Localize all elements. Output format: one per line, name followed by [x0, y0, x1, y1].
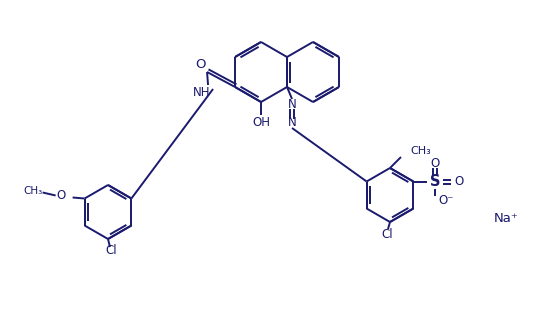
Text: CH₃: CH₃: [410, 146, 431, 156]
Text: O: O: [56, 189, 65, 202]
Text: O: O: [431, 157, 440, 170]
Text: O: O: [454, 175, 464, 188]
Text: Na⁺: Na⁺: [494, 212, 519, 225]
Text: NH: NH: [193, 85, 211, 99]
Text: O⁻: O⁻: [438, 194, 454, 207]
Text: CH₃: CH₃: [23, 187, 42, 197]
Text: N: N: [288, 116, 296, 129]
Text: Cl: Cl: [105, 245, 117, 257]
Text: S: S: [430, 174, 440, 189]
Text: N: N: [288, 99, 296, 111]
Text: O: O: [195, 57, 205, 71]
Text: OH: OH: [252, 116, 270, 129]
Text: Cl: Cl: [381, 227, 393, 241]
